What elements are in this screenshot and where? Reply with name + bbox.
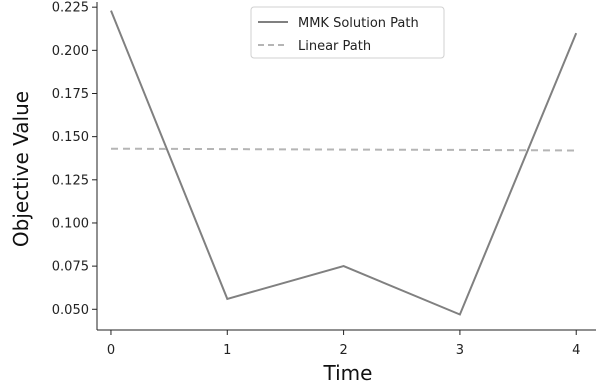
y-axis-title: Objective Value <box>9 91 33 247</box>
x-tick-label: 1 <box>223 343 231 358</box>
legend-label-linear: Linear Path <box>298 39 371 54</box>
series-layer <box>110 10 578 316</box>
x-tick-label: 3 <box>456 343 464 358</box>
x-tick-label: 2 <box>339 343 347 358</box>
legend: MMK Solution Path Linear Path <box>250 6 445 59</box>
y-tick-label: 0.100 <box>52 216 89 231</box>
plot-frame <box>96 2 596 331</box>
y-tick-label: 0.200 <box>52 44 89 59</box>
legend-label-mmk: MMK Solution Path <box>298 16 419 31</box>
x-tick-label: 0 <box>107 343 115 358</box>
series-line-mmk-solution-path <box>110 10 578 316</box>
y-tick-label: 0.075 <box>52 260 89 275</box>
y-tick-label: 0.175 <box>52 87 89 102</box>
x-axis-title: Time <box>323 361 373 385</box>
y-tick-label: 0.050 <box>52 303 89 318</box>
y-tick-label: 0.150 <box>52 130 89 145</box>
y-axis-ticks: 0.050 0.075 0.100 0.125 0.150 0.175 0.200 0.225 <box>52 1 97 318</box>
y-tick-label: 0.225 <box>52 1 89 16</box>
x-axis-ticks: 0 1 2 3 4 <box>107 330 580 358</box>
series-line-linear-path <box>110 147 577 152</box>
legend-box <box>250 6 445 59</box>
y-tick-label: 0.125 <box>52 173 89 188</box>
x-tick-label: 4 <box>572 343 580 358</box>
